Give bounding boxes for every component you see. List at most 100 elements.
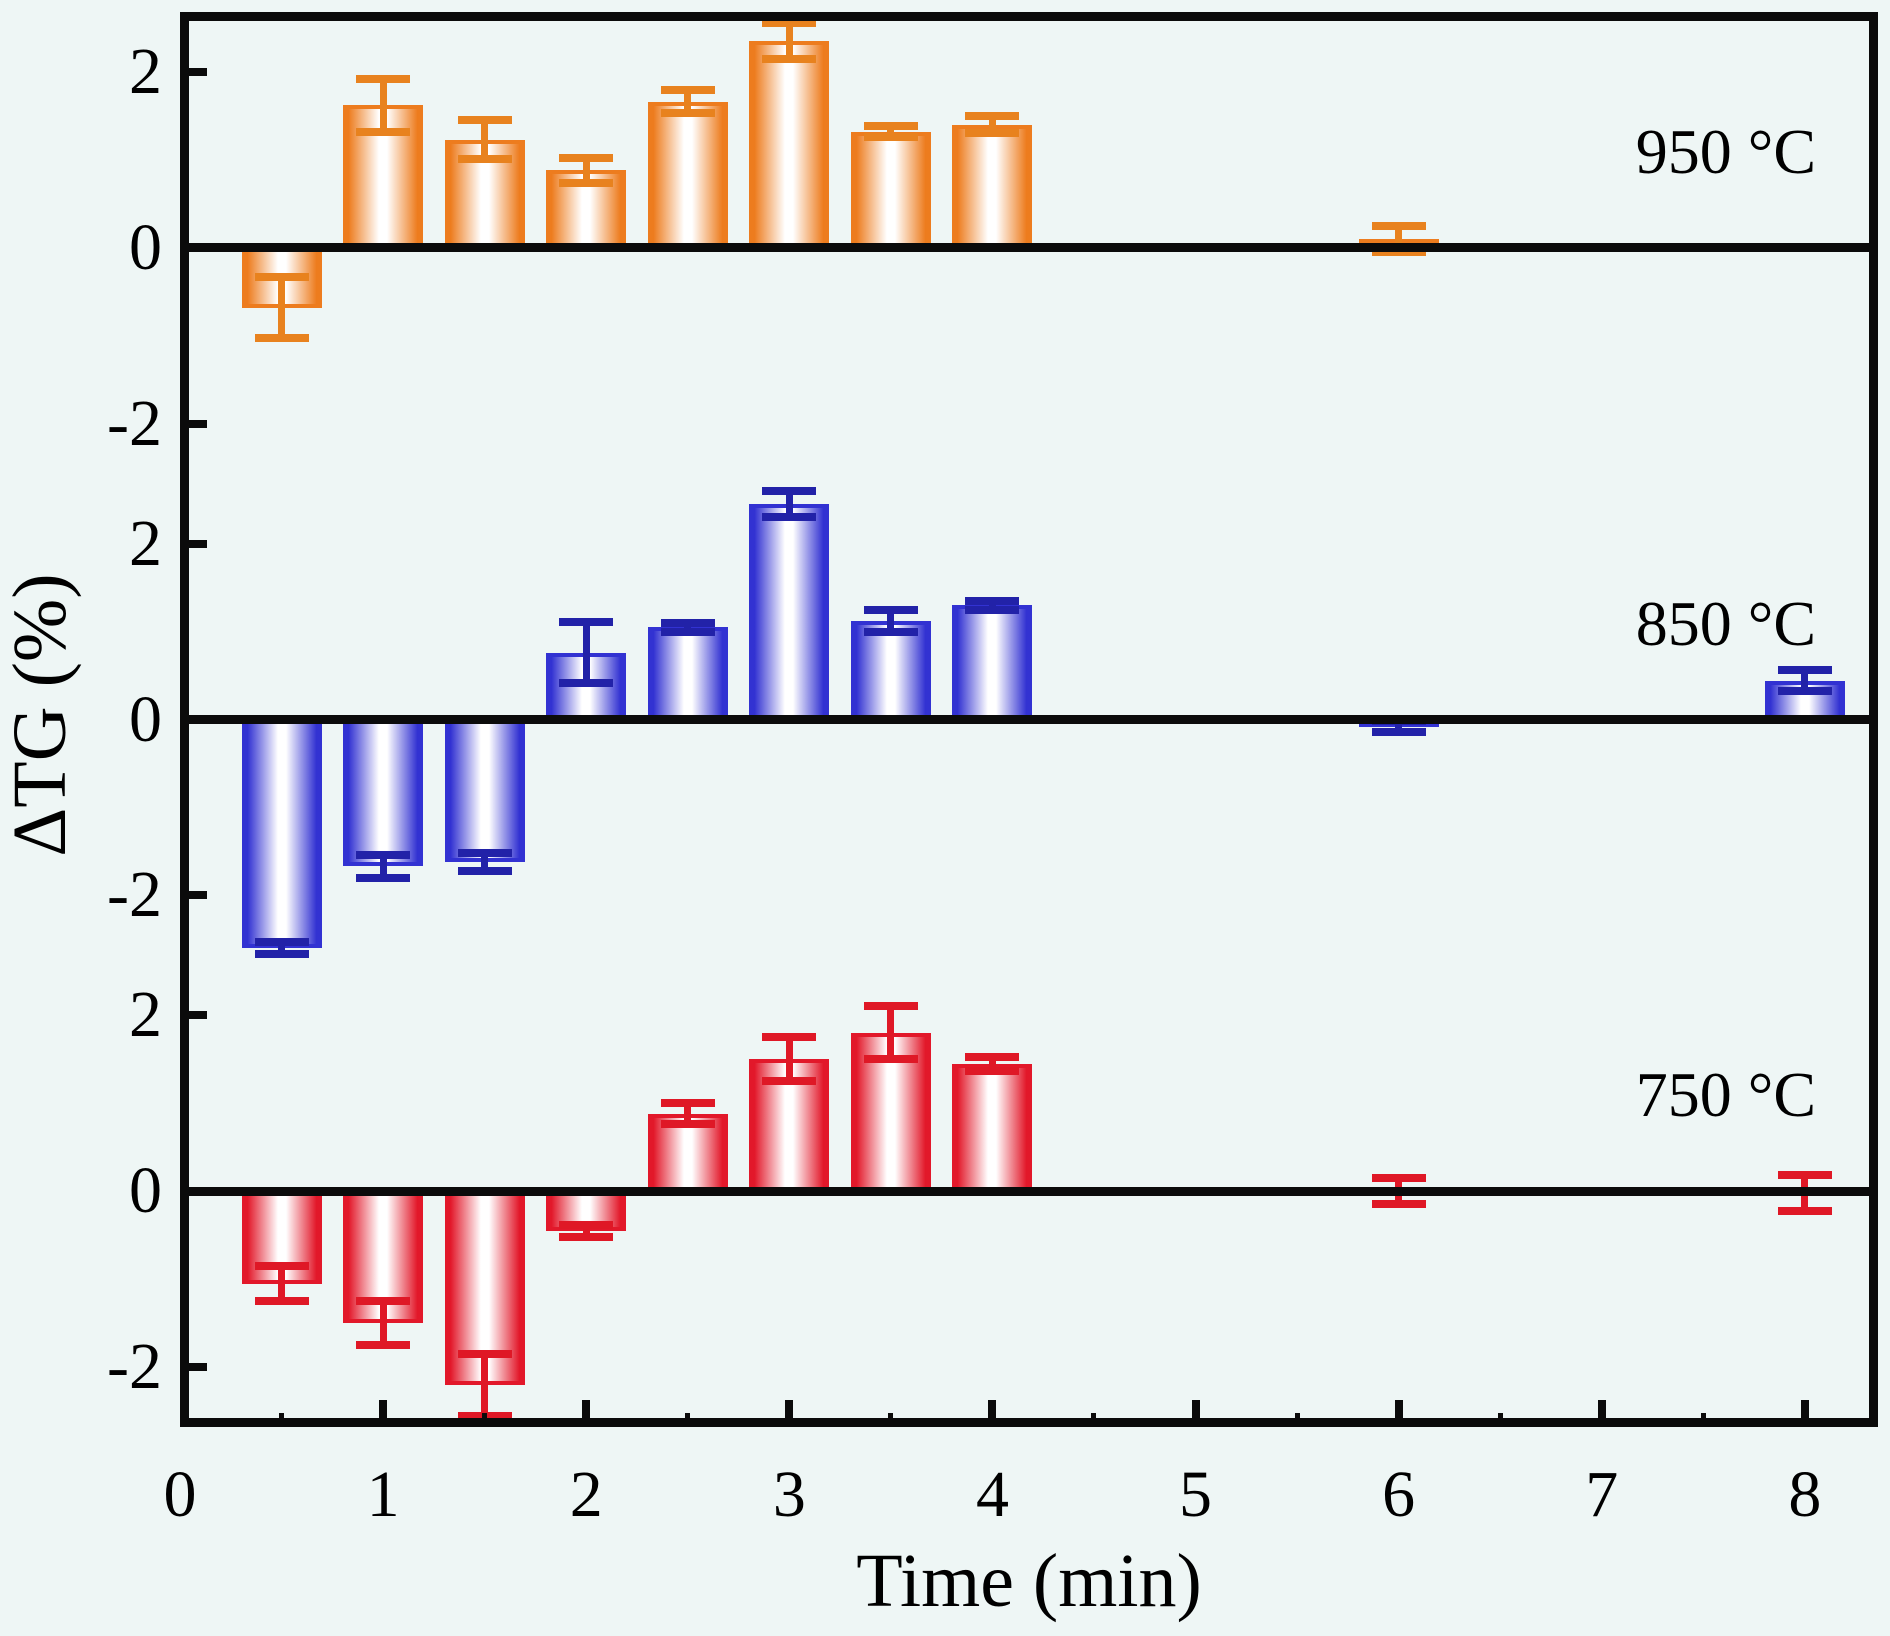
error-bar-cap bbox=[356, 1341, 411, 1350]
x-tick-major bbox=[582, 1400, 591, 1427]
error-bar bbox=[481, 1353, 489, 1416]
x-tick-minor bbox=[1294, 1413, 1300, 1427]
error-bar-cap bbox=[863, 132, 918, 141]
x-tick-label: 7 bbox=[1585, 1458, 1619, 1531]
error-bar-cap bbox=[863, 1002, 918, 1011]
error-bar bbox=[988, 600, 996, 610]
error-bar bbox=[887, 126, 895, 137]
x-tick-minor bbox=[888, 1413, 894, 1427]
error-bar-cap bbox=[965, 1066, 1020, 1075]
y-tick bbox=[180, 891, 207, 900]
error-bar-cap bbox=[457, 866, 512, 875]
error-bar-cap bbox=[1777, 1206, 1832, 1215]
error-bar bbox=[1395, 225, 1403, 253]
y-tick bbox=[180, 539, 207, 548]
y-tick bbox=[180, 67, 207, 76]
bar bbox=[850, 620, 931, 720]
zero-line-850C bbox=[180, 715, 1878, 724]
bar bbox=[952, 124, 1033, 248]
x-tick-major bbox=[180, 1400, 184, 1427]
error-bar bbox=[278, 1265, 286, 1302]
error-bar-cap bbox=[965, 129, 1020, 138]
error-bar bbox=[582, 621, 590, 684]
x-tick-major bbox=[1800, 1400, 1809, 1427]
error-bar bbox=[887, 610, 895, 632]
y-tick-label: -2 bbox=[107, 386, 162, 460]
error-bar bbox=[988, 1056, 996, 1071]
error-bar-cap bbox=[965, 596, 1020, 605]
error-bar bbox=[785, 1037, 793, 1082]
error-bar-cap bbox=[1371, 1200, 1426, 1209]
y-tick bbox=[180, 1011, 207, 1020]
error-bar-cap bbox=[863, 627, 918, 636]
error-bar-cap bbox=[762, 19, 817, 28]
bar bbox=[749, 41, 830, 248]
error-bar-cap bbox=[762, 54, 817, 63]
error-bar bbox=[481, 120, 489, 159]
x-axis-title: Time (min) bbox=[856, 1539, 1202, 1623]
bar bbox=[343, 719, 424, 867]
plot-area bbox=[180, 12, 1878, 1427]
error-bar-cap bbox=[356, 1297, 411, 1306]
error-bar bbox=[1801, 670, 1809, 692]
error-bar-cap bbox=[356, 873, 411, 882]
x-tick-label: 0 bbox=[163, 1458, 197, 1531]
error-bar-cap bbox=[1371, 727, 1426, 736]
error-bar-cap bbox=[254, 1261, 309, 1270]
error-bar-cap bbox=[457, 116, 512, 125]
x-tick-major bbox=[1394, 1400, 1403, 1427]
x-tick-label: 3 bbox=[772, 1458, 806, 1531]
x-tick-major bbox=[988, 1400, 997, 1427]
zero-line-750C bbox=[180, 1186, 1878, 1196]
error-bar bbox=[887, 1006, 895, 1060]
bar bbox=[647, 627, 728, 720]
x-tick-major bbox=[1191, 1400, 1200, 1427]
error-bar-cap bbox=[254, 272, 309, 281]
error-bar-cap bbox=[356, 851, 411, 860]
error-bar bbox=[278, 942, 286, 955]
bar bbox=[241, 719, 322, 949]
error-bar-cap bbox=[660, 109, 715, 118]
error-bar-cap bbox=[457, 1349, 512, 1358]
error-bar-cap bbox=[660, 1120, 715, 1129]
error-bar-cap bbox=[660, 86, 715, 95]
error-bar-cap bbox=[965, 111, 1020, 120]
error-bar bbox=[379, 78, 387, 132]
error-bar-cap bbox=[965, 1052, 1020, 1061]
bar bbox=[647, 101, 728, 248]
error-bar-cap bbox=[254, 334, 309, 343]
error-bar bbox=[379, 1301, 387, 1346]
error-bar-cap bbox=[1777, 687, 1832, 696]
x-tick-major bbox=[1597, 1400, 1606, 1427]
y-tick-label: 2 bbox=[129, 34, 162, 108]
x-tick-label: 6 bbox=[1382, 1458, 1416, 1531]
error-bar-cap bbox=[559, 679, 614, 688]
error-bar-cap bbox=[660, 627, 715, 636]
y-tick-label: -2 bbox=[107, 858, 162, 932]
error-bar-cap bbox=[254, 1297, 309, 1306]
error-bar-cap bbox=[1371, 1173, 1426, 1182]
error-bar-cap bbox=[254, 950, 309, 959]
error-bar-cap bbox=[863, 606, 918, 615]
x-tick-minor bbox=[1700, 1413, 1706, 1427]
zero-line-950C bbox=[180, 243, 1878, 253]
y-tick-label: -2 bbox=[107, 1330, 162, 1404]
error-bar bbox=[785, 23, 793, 59]
error-bar-cap bbox=[762, 1077, 817, 1086]
x-tick-major bbox=[379, 1400, 388, 1427]
y-tick bbox=[180, 419, 207, 428]
x-tick-label: 5 bbox=[1179, 1458, 1213, 1531]
error-bar-cap bbox=[762, 1033, 817, 1042]
panel-label-750C: 750 °C bbox=[1635, 1059, 1816, 1131]
error-bar-cap bbox=[762, 513, 817, 522]
error-bar-cap bbox=[559, 1232, 614, 1241]
bar bbox=[952, 605, 1033, 720]
error-bar-cap bbox=[660, 1099, 715, 1108]
x-tick-major bbox=[785, 1400, 794, 1427]
error-bar bbox=[379, 855, 387, 878]
error-bar-cap bbox=[863, 122, 918, 131]
error-bar bbox=[684, 90, 692, 114]
x-tick-minor bbox=[685, 1413, 691, 1427]
x-tick-minor bbox=[1497, 1413, 1503, 1427]
